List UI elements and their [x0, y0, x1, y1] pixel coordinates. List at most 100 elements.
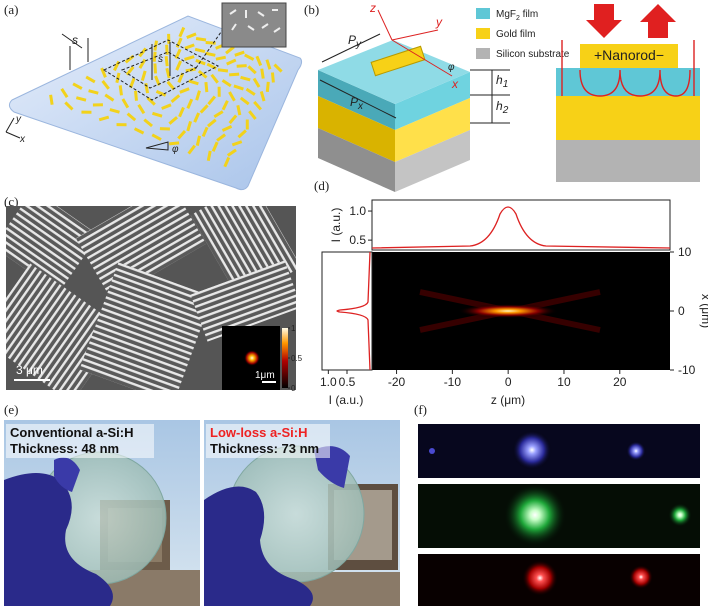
legend-text: film [520, 9, 538, 20]
thickness-lines [470, 69, 510, 124]
x-tick-label: -20 [388, 375, 406, 389]
profile-curve [336, 251, 371, 371]
block-face [318, 128, 395, 192]
stripe-block [79, 262, 213, 390]
block-face [395, 98, 470, 162]
nanorod [121, 98, 130, 109]
nanorod [175, 60, 183, 71]
nanorod [168, 116, 178, 125]
axes-glyph [5, 117, 21, 139]
photo-title: Conventional a-Si:H [10, 425, 134, 440]
panel-label: (b) [304, 2, 319, 17]
left-plot-frame [321, 251, 373, 371]
axis-label: y [435, 15, 443, 29]
nanorod [126, 112, 137, 122]
left-axis-label: I (a.u.) [329, 393, 364, 407]
stripe-block [190, 260, 296, 342]
axis-label: x [451, 77, 459, 91]
colorbar [282, 328, 288, 388]
nanorod [153, 63, 157, 74]
nanorod [265, 81, 270, 92]
focal-spot [458, 304, 558, 318]
legend-text: Gold film [496, 29, 535, 40]
legend-text: Silicon substrate [496, 49, 570, 60]
colorbar-tick-label: 0.5 [291, 354, 303, 363]
legend-label: MgF2 film [496, 9, 538, 22]
nanorod [164, 56, 169, 67]
stripe-block [75, 206, 207, 299]
panel-b: (b) z y x Py Px φ h1 h2 MgF2 film Gold fi… [304, 1, 700, 192]
scale-bar-label: 3 μm [16, 363, 43, 377]
nanorod [81, 110, 92, 114]
nanorod [166, 80, 176, 91]
nanorod [207, 118, 217, 128]
dim-line [321, 33, 381, 63]
nanorod [247, 65, 257, 75]
legend-label: Silicon substrate [496, 49, 570, 60]
nanorod [217, 86, 221, 97]
nanorod [253, 100, 262, 111]
nanorod [152, 111, 163, 118]
nanorod [207, 95, 217, 106]
period-label: Px [350, 95, 364, 112]
nanorod [179, 87, 190, 94]
nanorod [104, 93, 115, 102]
dashed-region [102, 39, 220, 101]
nanorod [239, 96, 250, 106]
nanorod [101, 80, 110, 90]
block-face [395, 72, 470, 130]
fingerprint-cell [6, 206, 99, 293]
blue-focus-image [418, 424, 700, 478]
colorbar-tick-label: 0 [291, 384, 296, 393]
nanorod [154, 75, 161, 86]
thickness-label: h2 [496, 99, 509, 116]
nanorod [174, 48, 182, 60]
arrow-down [586, 4, 622, 38]
nanorod [72, 82, 83, 90]
nanorod [187, 144, 196, 155]
nanorod [186, 98, 194, 109]
focus-spot [522, 560, 558, 596]
nanorod [248, 110, 257, 120]
legend: MgF2 film Gold film Silicon substrate [476, 8, 570, 60]
nanorod [138, 58, 147, 69]
spacing-label: s [72, 33, 78, 47]
fingerprint-cell [190, 260, 296, 342]
nanorod [49, 94, 54, 105]
legend-swatch [476, 28, 490, 39]
photo-thickness: Thickness: 73 nm [210, 441, 319, 456]
nanorod [245, 87, 256, 96]
colorbar-tick-label: 1 [291, 324, 296, 333]
x-tick-label: 20 [613, 375, 627, 389]
dim-line [319, 79, 397, 119]
nanorod [169, 141, 180, 146]
nanorod [260, 68, 265, 79]
nanorod [88, 89, 99, 95]
nanorod [177, 130, 187, 140]
nanorod [240, 75, 251, 82]
spacing-label: s [158, 54, 163, 65]
nanorod-label: +Nanorod− [594, 47, 664, 63]
nanorod [580, 44, 678, 68]
nanorod [233, 84, 244, 91]
block-top [318, 40, 470, 104]
nanorod [228, 114, 238, 125]
nanorod [129, 77, 136, 89]
nanorod [221, 125, 233, 132]
legend-sub: 2 [516, 15, 520, 22]
nanorod [226, 58, 237, 66]
nanorod [217, 68, 229, 73]
panel-label: (e) [4, 402, 18, 417]
nanorod [75, 96, 87, 102]
block-face [318, 96, 395, 162]
nanorod [211, 141, 219, 152]
nanorod [228, 91, 236, 102]
nanorod [201, 126, 209, 138]
nanorod [236, 64, 247, 68]
nanorod [186, 32, 197, 39]
colorbar-ticks: 10.50 [288, 324, 303, 393]
